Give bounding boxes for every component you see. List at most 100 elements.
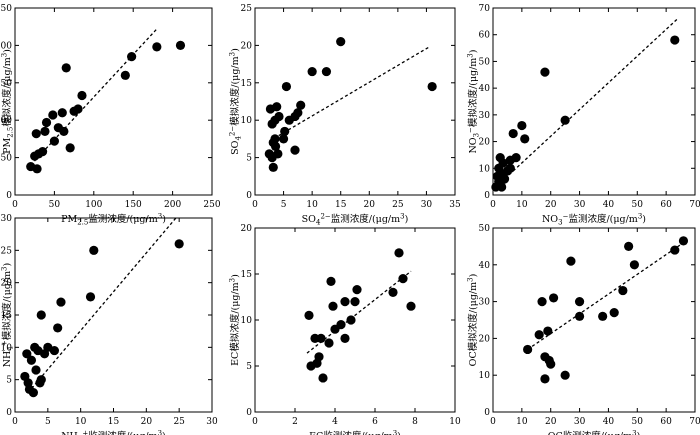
data-point <box>517 120 527 131</box>
x-tick-label: 35 <box>449 200 461 210</box>
fit-line <box>30 28 158 166</box>
x-tick-label: 10 <box>449 417 461 427</box>
data-point <box>273 149 283 159</box>
data-point <box>508 128 518 139</box>
x-tick-label: 100 <box>85 200 102 210</box>
chart-nh4: 0 5 10 15 20 25 30 0 5 10 15 20 25 30 NH4+监测浓度/(μg/m3)… <box>1 214 218 435</box>
y-tick-label: 0 <box>246 191 252 201</box>
x-tick-label: 6 <box>372 417 378 427</box>
data-point <box>388 287 398 297</box>
data-point <box>175 40 186 51</box>
data-point <box>120 70 130 80</box>
x-tick-label: 250 <box>203 200 220 210</box>
data-point <box>174 239 184 249</box>
data-point <box>31 129 41 139</box>
y-tick-label: 10 <box>479 371 491 381</box>
x-axis-title: NH4+监测浓度/(μg/m3) <box>61 430 166 435</box>
data-point <box>629 260 640 270</box>
x-tick-label: 8 <box>412 417 418 427</box>
data-point <box>36 310 46 320</box>
data-point <box>28 388 38 398</box>
x-tick-label: 25 <box>392 200 404 210</box>
data-point <box>272 102 282 112</box>
y-tick-label: 5 <box>246 154 252 164</box>
data-point <box>293 108 303 118</box>
x-tick-label: 15 <box>108 417 120 427</box>
y-tick-label: 70 <box>479 4 491 14</box>
x-tick-label: 20 <box>364 200 376 210</box>
data-point <box>49 136 60 146</box>
fit-line <box>492 18 679 191</box>
x-axis-title: NO3−监测浓度/(μg/m3) <box>542 213 646 227</box>
x-tick-label: 50 <box>632 200 644 210</box>
y-tick-label: 20 <box>479 138 491 148</box>
y-tick-label: 250 <box>0 4 12 14</box>
data-point <box>127 52 137 62</box>
x-tick-label: 30 <box>574 200 586 210</box>
data-point <box>316 333 326 343</box>
data-point <box>40 126 50 137</box>
data-point <box>406 301 416 311</box>
data-point <box>540 67 550 77</box>
data-point <box>534 330 544 340</box>
data-point <box>346 315 356 325</box>
x-tick-label: 20 <box>545 417 557 427</box>
data-point <box>281 81 292 92</box>
data-point <box>73 104 83 114</box>
data-point <box>560 370 570 380</box>
y-tick-label: 60 <box>479 31 491 41</box>
data-point <box>352 285 362 295</box>
y-tick-label: 10 <box>241 116 253 126</box>
y-tick-label: 30 <box>479 298 491 308</box>
y-tick-label: 10 <box>241 316 253 326</box>
data-point <box>57 108 67 118</box>
x-tick-label: 40 <box>603 200 615 210</box>
y-tick-label: 5 <box>246 362 252 372</box>
chart-oc: 0 10 20 30 40 50 60 70 0 10 20 30 40 50 OC监测浓度/(μg/m3)… <box>467 224 700 435</box>
fit-line <box>27 217 177 394</box>
data-point <box>398 274 408 284</box>
data-point <box>268 162 278 172</box>
x-tick-label: 70 <box>689 200 700 210</box>
data-point <box>543 326 553 336</box>
x-tick-label: 70 <box>689 417 700 427</box>
data-point <box>85 292 96 302</box>
y-tick-label: 15 <box>241 270 253 280</box>
y-axis-title: PM2.5模拟浓度/(μg/m3) <box>1 49 15 154</box>
chart-pm25: 0 50 100 150 200 250 0 50 100 150 200 250 PM2.5监测浓度/… <box>0 4 221 227</box>
data-point <box>624 241 634 251</box>
data-point <box>350 297 360 307</box>
y-tick-label: 30 <box>1 214 13 224</box>
data-point <box>290 145 300 155</box>
y-tick-label: 0 <box>246 408 252 418</box>
y-tick-label: 20 <box>241 41 253 51</box>
x-tick-label: 0 <box>252 200 258 210</box>
data-point <box>505 163 515 173</box>
y-tick-label: 0 <box>6 191 12 201</box>
data-point <box>77 90 87 101</box>
data-point <box>278 134 289 144</box>
x-axis-title: EC监测浓度/(μg/m3) <box>309 430 401 435</box>
data-point <box>36 375 46 385</box>
data-point <box>324 338 334 348</box>
data-point <box>678 236 689 246</box>
data-point <box>598 311 608 321</box>
data-point <box>41 117 52 128</box>
chart-so4: 0 5 10 15 20 25 30 35 0 5 10 15 20 25 SO42−监测浓度/(μg/m3… <box>229 4 461 227</box>
y-axis-title: OC模拟浓度/(μg/m3) <box>467 274 480 367</box>
y-tick-label: 25 <box>241 4 253 14</box>
data-point <box>546 359 556 369</box>
x-tick-label: 200 <box>164 200 181 210</box>
y-tick-label: 0 <box>484 408 490 418</box>
data-point <box>511 153 521 163</box>
x-tick-label: 30 <box>206 417 218 427</box>
data-point <box>566 256 576 266</box>
data-point <box>318 373 328 383</box>
x-tick-label: 30 <box>421 200 433 210</box>
x-tick-label: 4 <box>332 417 338 427</box>
data-point <box>26 355 37 365</box>
data-point <box>270 141 281 151</box>
data-point <box>574 311 585 321</box>
data-point <box>340 297 350 307</box>
